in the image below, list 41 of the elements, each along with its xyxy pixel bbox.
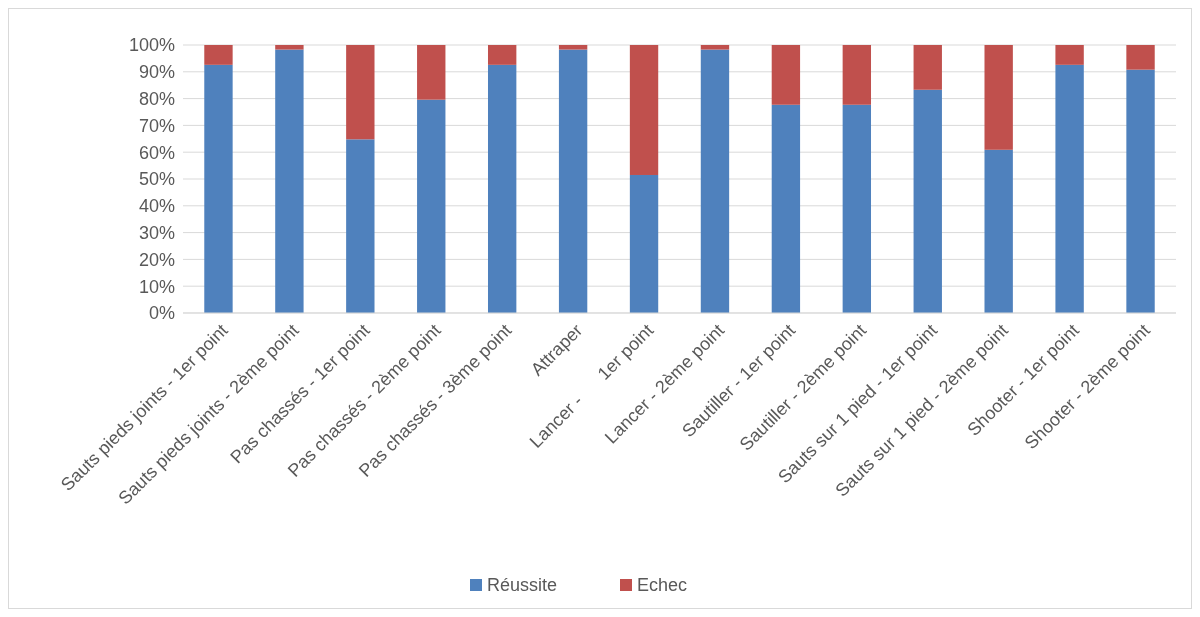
y-tick-label: 40% (138, 196, 175, 217)
bar (275, 49, 304, 313)
bar (700, 49, 730, 313)
y-tick-label: 80% (138, 88, 175, 109)
bar (275, 45, 304, 50)
bar (842, 45, 872, 105)
bar (771, 104, 801, 313)
bar (629, 174, 659, 313)
bar (558, 49, 588, 313)
bar (1126, 69, 1155, 313)
bar (842, 104, 872, 313)
legend-label: Echec (637, 575, 688, 596)
bar (487, 64, 517, 313)
y-tick-label: 70% (138, 115, 175, 136)
bar (913, 45, 942, 90)
bar (346, 139, 375, 313)
bar (984, 149, 1013, 313)
y-tick-label: 100% (128, 35, 175, 56)
bar (558, 45, 588, 50)
bar (1055, 64, 1084, 313)
y-tick-label: 20% (138, 249, 175, 270)
bar (984, 45, 1013, 150)
bar (204, 45, 233, 65)
bar (1055, 45, 1084, 65)
bar (417, 45, 446, 100)
y-tick-label: 0% (148, 303, 175, 324)
y-tick-label: 10% (138, 276, 175, 297)
bar (913, 89, 942, 313)
bar (629, 45, 659, 175)
bar (700, 45, 730, 50)
bar (1126, 45, 1155, 70)
bar (487, 45, 517, 65)
y-tick-label: 60% (138, 142, 175, 163)
y-tick-label: 30% (138, 222, 175, 243)
y-tick-label: 50% (138, 169, 175, 190)
bar (346, 45, 375, 140)
bar (204, 64, 233, 313)
legend-label: Réussite (487, 575, 558, 596)
y-tick-label: 90% (138, 62, 175, 83)
bar (771, 45, 801, 105)
bar (417, 99, 446, 313)
